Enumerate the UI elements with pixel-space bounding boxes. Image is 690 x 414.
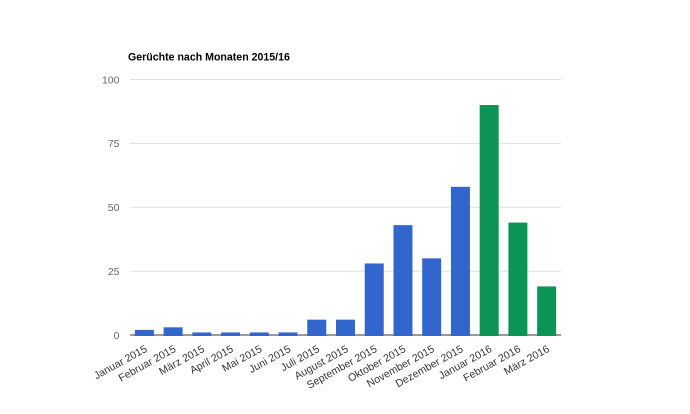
svg-text:Gerüchte nach Monaten 2015/16: Gerüchte nach Monaten 2015/16: [128, 52, 290, 64]
svg-text:25: 25: [108, 266, 120, 278]
svg-text:100: 100: [102, 74, 120, 86]
svg-text:50: 50: [108, 202, 120, 214]
svg-text:75: 75: [108, 138, 120, 150]
svg-text:0: 0: [114, 330, 120, 342]
